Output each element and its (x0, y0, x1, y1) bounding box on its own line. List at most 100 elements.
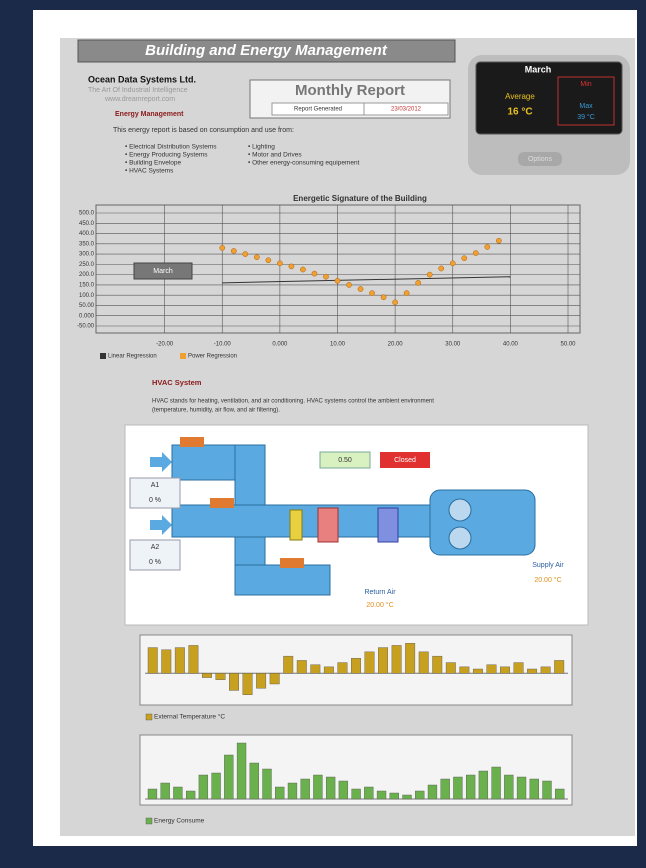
bar (313, 774, 323, 800)
point (288, 263, 295, 270)
bar (405, 643, 416, 674)
legend-swatch (145, 713, 153, 721)
bar (201, 673, 212, 678)
y-tick-label: 200.0 (79, 272, 95, 278)
point (369, 290, 375, 296)
bar (198, 774, 209, 800)
valve-box (319, 451, 371, 469)
bar (262, 768, 272, 800)
fan (448, 526, 472, 550)
bar (173, 786, 183, 800)
bar (504, 774, 514, 800)
bar (472, 668, 483, 674)
a1-label: A1 (151, 482, 160, 489)
arrow (150, 515, 172, 535)
bar (269, 673, 280, 685)
point (472, 250, 479, 256)
bar (389, 792, 399, 800)
widget-screen (475, 61, 623, 135)
y-tick-label: 100.0 (79, 293, 95, 299)
bar (296, 660, 307, 674)
list-item: • Lighting (248, 144, 275, 151)
bar (174, 647, 185, 674)
bar (516, 776, 527, 800)
options-label[interactable]: Options (528, 156, 553, 163)
bar (465, 774, 476, 800)
list-item: • Other energy-consuming equipement (248, 160, 360, 167)
bar (147, 647, 158, 674)
bar (215, 673, 226, 680)
gen-date-box (363, 102, 449, 116)
bar (283, 655, 294, 674)
a1-box (129, 477, 181, 509)
report-banner: Building and Energy Management (145, 42, 388, 59)
legend-label: External Temperature °C (154, 713, 225, 721)
point (242, 251, 249, 257)
bar (310, 664, 321, 674)
bar (415, 790, 425, 800)
bar (185, 790, 196, 800)
legend-label: Energy Consume (154, 818, 205, 825)
bar (300, 778, 310, 800)
bar (554, 660, 565, 674)
chart-title: Energetic Signature of the Building (293, 194, 427, 203)
point (484, 244, 491, 250)
report-title: Monthly Report (295, 82, 405, 99)
widget-average-label: Average (505, 92, 535, 101)
a2-value: 0 % (149, 559, 161, 566)
valve-value: 0.50 (338, 457, 352, 464)
bar (236, 742, 247, 800)
supply-label: Supply Air (532, 562, 564, 569)
bar (486, 664, 497, 674)
bar (445, 662, 456, 674)
point (230, 248, 237, 254)
widget-minmax (557, 76, 615, 126)
y-tick-label: 250.0 (79, 262, 95, 268)
hvac-diagram (124, 424, 589, 626)
bar (147, 788, 158, 800)
plot-area (95, 204, 581, 334)
bar (323, 666, 334, 674)
x-tick-label: -20.00 (156, 342, 174, 348)
duct (234, 564, 331, 596)
y-tick-label: 450.0 (79, 221, 95, 227)
hvac-desc-1: HVAC stands for heating, ventilation, an… (152, 399, 434, 405)
point (346, 282, 352, 288)
options-button[interactable] (518, 152, 562, 166)
bar (351, 788, 361, 800)
y-tick-label: 50.00 (79, 303, 95, 309)
bar (188, 645, 199, 674)
bar (491, 766, 501, 800)
bar (242, 673, 253, 695)
bar (224, 754, 234, 800)
a1-value: 0 % (149, 497, 161, 504)
bar (338, 780, 349, 800)
heating-coil (317, 507, 339, 543)
title-bar (77, 39, 456, 63)
point (380, 294, 387, 301)
company: Ocean Data Systems Ltd. (88, 74, 196, 84)
bar (453, 776, 463, 800)
point (253, 254, 260, 261)
generated-date: 23/03/2012 (391, 107, 422, 113)
legend-swatch (145, 817, 153, 825)
x-tick-label: 20.00 (388, 342, 404, 348)
status: Closed (394, 457, 416, 464)
legend-label: Linear Regression (108, 354, 157, 360)
regression-line (222, 276, 511, 284)
y-tick-label: 150.0 (79, 282, 95, 288)
status-box (380, 452, 430, 468)
hvac-heading: HVAC System (152, 378, 202, 387)
x-tick-label: 50.00 (560, 342, 576, 348)
supply-unit (429, 489, 536, 556)
bar (440, 778, 450, 800)
filter (289, 509, 303, 541)
bar (418, 651, 429, 674)
point (334, 277, 341, 284)
bar (540, 666, 551, 674)
bar (478, 770, 489, 800)
point (311, 270, 318, 277)
widget-max: 39 °C (577, 113, 595, 121)
point (300, 266, 306, 273)
